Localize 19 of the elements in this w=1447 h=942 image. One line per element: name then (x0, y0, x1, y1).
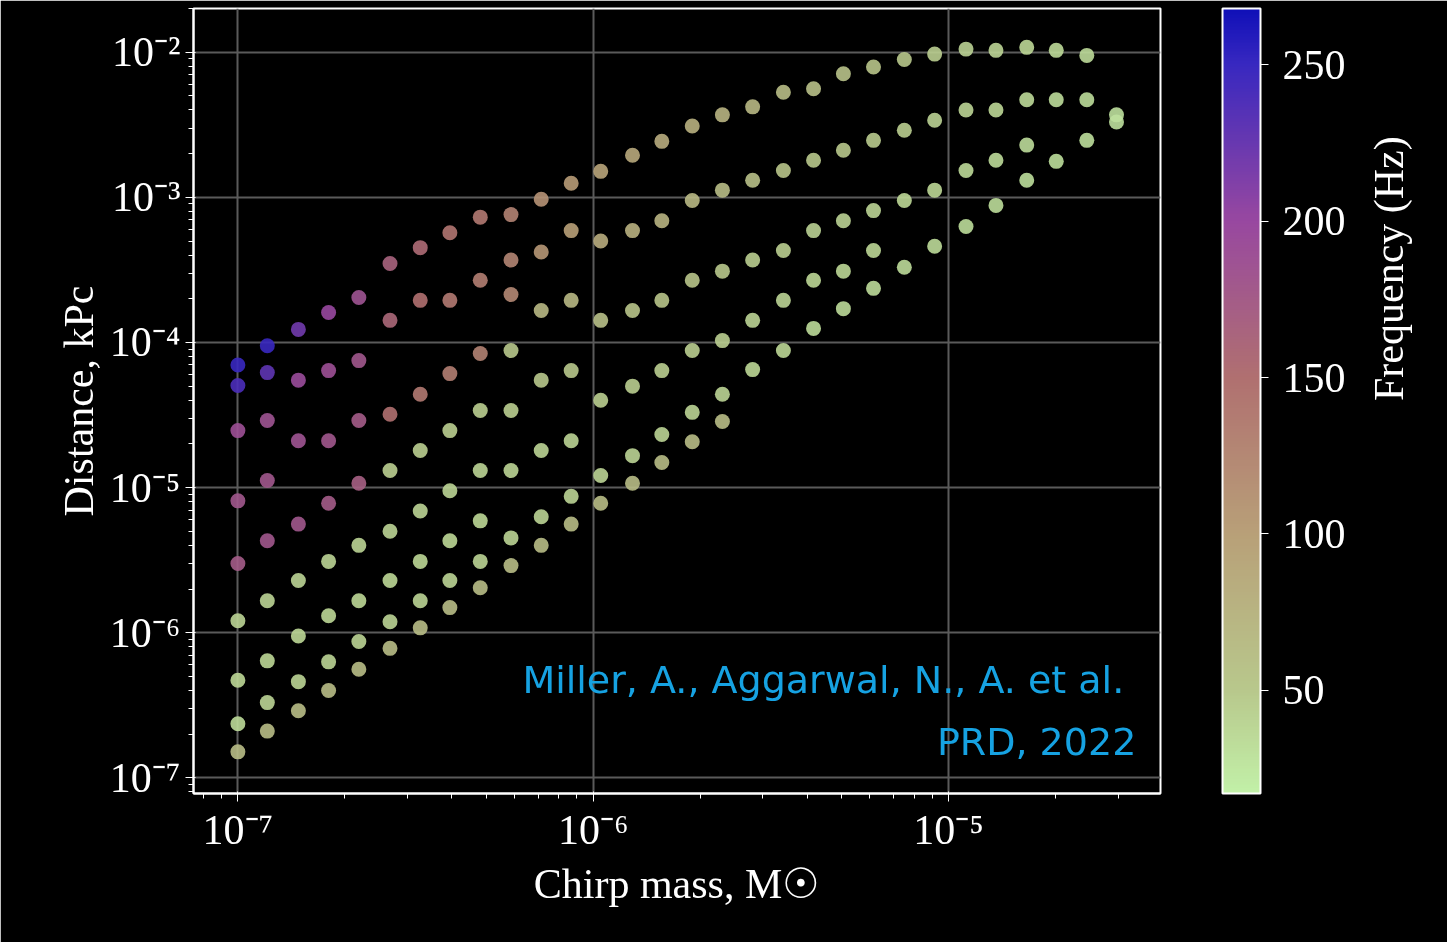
x-tick-label: 10⁻⁶ (557, 806, 629, 853)
y-axis-title: Distance, kPc (55, 285, 102, 517)
x-tick-label: 10⁻⁷ (202, 806, 274, 853)
color-bar-label: 150 (1282, 354, 1346, 401)
color-bar-label: 250 (1282, 41, 1346, 88)
color-bar-label: 50 (1282, 667, 1325, 714)
color-bar-label: 200 (1282, 198, 1346, 245)
x-axis-title: Chirp mass, M☉ (533, 860, 821, 907)
annotation: PRD, 2022 (936, 720, 1137, 765)
y-tick-label: 10⁻⁵ (109, 464, 181, 511)
y-tick-label: 10⁻⁷ (109, 754, 181, 801)
annotation: Miller, A., Aggarwal, N., A. et al. (522, 658, 1125, 703)
y-tick-label: 10⁻² (111, 29, 181, 76)
x-tick-label: 10⁻⁵ (913, 806, 984, 853)
y-tick-label: 10⁻⁶ (109, 609, 181, 656)
y-tick-label: 10⁻⁴ (109, 319, 181, 366)
color-bar-label: 100 (1282, 510, 1346, 557)
color-bar-title: Frequency (Hz) (1365, 136, 1413, 401)
y-tick-label: 10⁻³ (111, 174, 181, 221)
